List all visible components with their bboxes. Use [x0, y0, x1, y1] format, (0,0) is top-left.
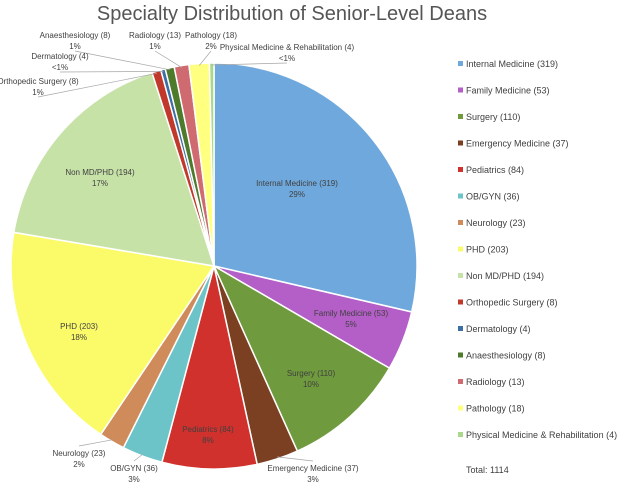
leader-line-physical-medicine-rehabilitation: [211, 62, 288, 66]
slice-pediatrics[interactable]: [161, 265, 259, 470]
data-label-radiology: Radiology (13) 1%: [129, 31, 181, 51]
leader-line-pathology: [199, 50, 212, 66]
legend-swatch-family-medicine: [458, 87, 463, 93]
legend-label-emergency-medicine: Emergency Medicine (37): [466, 139, 569, 149]
legend-label-radiology: Radiology (13): [466, 377, 525, 387]
data-label-anaesthesiology: Anaesthesiology (8) 1%: [40, 31, 111, 51]
data-label-ob-gyn: OB/GYN (36) 3%: [110, 464, 158, 484]
legend-label-anaesthesiology: Anaesthesiology (8): [466, 351, 546, 361]
legend-label-physical-medicine-rehabilitation: Physical Medicine & Rehabilitation (4): [466, 430, 617, 440]
legend-swatch-phd: [458, 246, 463, 252]
legend-swatch-emergency-medicine: [458, 140, 463, 146]
legend-swatch-pathology: [458, 405, 463, 411]
slice-non-md-phd[interactable]: [12, 71, 216, 267]
data-label-orthopedic-surgery: Orthopedic Surgery (8) 1%: [0, 77, 79, 97]
pie-slices: [10, 62, 418, 470]
data-label-pediatrics: Pediatrics (84) 8%: [182, 425, 234, 445]
data-label-internal-medicine: Internal Medicine (319) 29%: [256, 179, 338, 199]
leader-line-anaesthesiology: [74, 50, 171, 71]
legend-label-dermatology: Dermatology (4): [466, 324, 531, 334]
data-label-physical-medicine-rehabilitation: Physical Medicine & Rehabilitation (4) <1…: [220, 43, 355, 63]
legend-label-family-medicine: Family Medicine (53): [466, 86, 550, 96]
legend-label-internal-medicine: Internal Medicine (319): [466, 59, 558, 69]
legend-swatch-radiology: [458, 379, 463, 384]
legend-swatch-non-md-phd: [458, 273, 463, 278]
legend-swatch-ob-gyn: [458, 193, 463, 199]
data-label-family-medicine: Family Medicine (53) 5%: [314, 309, 389, 329]
legend-label-ob-gyn: OB/GYN (36): [466, 192, 520, 202]
legend-swatch-pediatrics: [458, 167, 463, 172]
legend-label-surgery: Surgery (110): [466, 112, 520, 122]
legend-swatch-anaesthesiology: [458, 352, 463, 358]
data-label-neurology: Neurology (23) 2%: [53, 449, 106, 469]
legend-label-neurology: Neurology (23): [466, 218, 526, 228]
legend-label-non-md-phd: Non MD/PHD (194): [466, 271, 544, 281]
legend-label-phd: PHD (203): [466, 245, 509, 255]
data-label-dermatology: Dermatology (4) <1%: [31, 52, 89, 72]
legend-label-orthopedic-surgery: Orthopedic Surgery (8): [466, 298, 558, 308]
legend-swatch-neurology: [458, 220, 463, 225]
legend-label-pathology: Pathology (18): [466, 404, 525, 414]
leader-line-radiology: [154, 50, 182, 68]
leader-line-dermatology: [59, 71, 164, 73]
legend-swatch-internal-medicine: [458, 61, 463, 66]
legend-swatch-dermatology: [458, 326, 463, 331]
legend-swatch-physical-medicine-rehabilitation: [458, 432, 463, 437]
slice-physical-medicine-rehabilitation[interactable]: [208, 62, 215, 267]
legend-swatch-orthopedic-surgery: [458, 299, 463, 305]
legend-swatch-surgery: [458, 114, 463, 119]
slice-surgery[interactable]: [212, 264, 391, 453]
slice-phd[interactable]: [10, 231, 216, 436]
leader-line-emergency-medicine: [276, 456, 314, 462]
legend-label-pediatrics: Pediatrics (84): [466, 165, 524, 175]
data-label-pathology: Pathology (18) 2%: [185, 31, 237, 51]
leader-line-orthopedic-surgery: [37, 72, 158, 98]
data-label-phd: PHD (203) 18%: [60, 322, 98, 342]
leader-line-ob-gyn: [133, 453, 144, 462]
data-label-surgery: Surgery (110) 10%: [287, 369, 336, 389]
leader-line-neurology: [78, 439, 113, 447]
chart-title: Specialty Distribution of Senior-Level D…: [97, 3, 487, 25]
data-labels: Internal Medicine (319) 29% Family Medicin…: [0, 31, 388, 484]
slice-internal-medicine[interactable]: [213, 62, 418, 313]
total-label: Total: 1114: [466, 465, 509, 475]
leader-lines: [37, 50, 314, 462]
data-label-emergency-medicine: Emergency Medicine (37) 3%: [267, 464, 358, 484]
data-label-non-md-phd: Non MD/PHD (194) 17%: [65, 168, 135, 188]
legend: Internal Medicine (319) Family Medicine (…: [458, 59, 617, 440]
